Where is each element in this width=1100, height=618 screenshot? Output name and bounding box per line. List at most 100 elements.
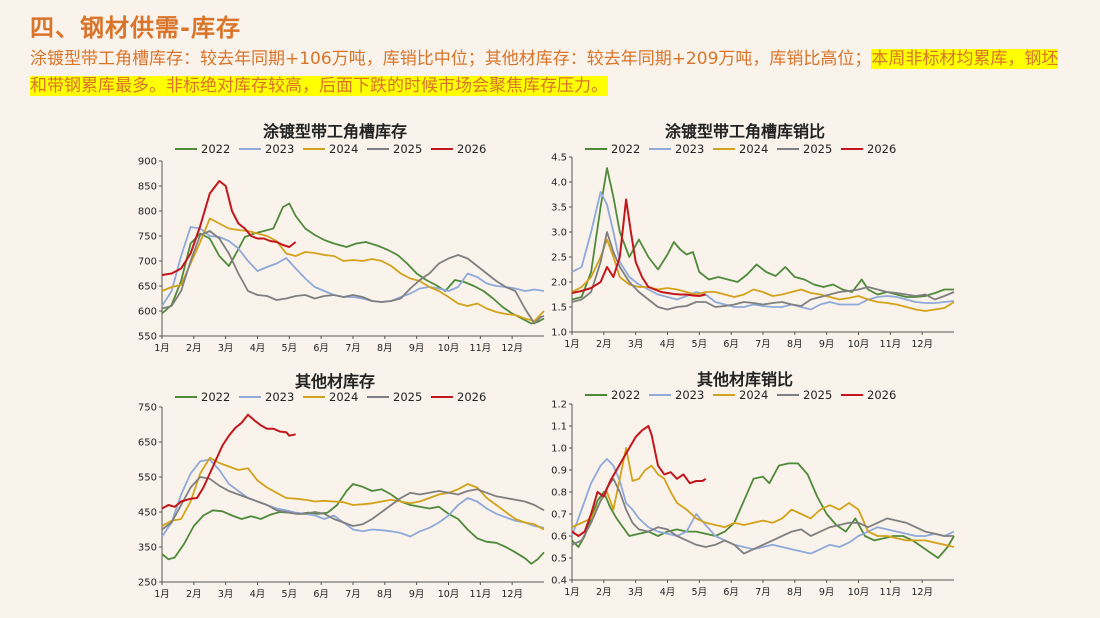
legend-label-2026: 2026 [867,388,896,402]
x-tick-label: 6月 [723,339,739,350]
x-tick-label: 11月 [880,339,902,350]
series-line-2022 [161,483,545,565]
x-tick-label: 4月 [660,587,676,598]
x-tick-label: 2月 [186,343,202,354]
y-tick-label: 0.4 [551,576,567,587]
y-tick-label: 0.9 [551,466,567,477]
y-tick-label: 0.8 [551,488,567,499]
x-tick-label: 12月 [501,589,523,600]
series-line-2026 [161,180,297,276]
x-tick-label: 6月 [313,343,329,354]
x-tick-label: 8月 [377,589,393,600]
y-tick-label: 3.0 [551,228,567,239]
chart-other-inv-sales-ratio: 其他材库销比 2022 2023 2024 2025 2026 0.4 0.5 0.6 0.7 0.… [540,366,970,611]
chart-title: 其他材库存 [295,372,375,391]
page-title: 四、钢材供需-库存 [30,14,241,42]
series-line-2024 [161,217,545,322]
series-line-2025 [161,476,545,531]
x-tick-label: 5月 [282,343,298,354]
x-tick-label: 8月 [787,587,803,598]
x-tick-label: 12月 [911,587,933,598]
chart-other-inventory: 其他材库存 2022 2023 2024 2025 2026 250 350 450 550 650… [130,366,560,611]
chart-svg: 其他材库存 2022 2023 2024 2025 2026 250 350 450 550 650… [138,372,545,600]
legend-label-2022: 2022 [611,388,640,402]
series-line-2022 [571,167,954,301]
y-tick-label: 350 [138,543,157,554]
chart-svg: 其他材库销比 2022 2023 2024 2025 2026 0.4 0.5 0.6 0.7 0.… [551,370,955,598]
x-tick-label: 12月 [501,343,523,354]
y-tick-label: 550 [138,332,157,343]
y-tick-label: 1.0 [551,444,567,455]
series-line-2023 [161,226,545,307]
x-tick-label: 8月 [377,343,393,354]
chart-title: 涂镀型带工角槽库销比 [665,122,825,141]
series-line-2025 [571,231,955,311]
y-tick-label: 750 [138,232,157,243]
x-tick-label: 2月 [596,587,612,598]
y-tick-label: 1.0 [551,328,567,339]
x-tick-label: 9月 [409,343,425,354]
series-line-2022 [161,202,545,325]
series-line-2026 [571,425,707,537]
legend-label-2025: 2025 [803,142,832,156]
legend-label-2024: 2024 [329,390,358,404]
legend-label-2026: 2026 [457,142,486,156]
x-tick-label: 7月 [345,343,361,354]
series-line-2023 [571,458,955,555]
y-tick-label: 2.0 [551,278,567,289]
x-tick-label: 10月 [848,587,870,598]
x-tick-label: 5月 [282,589,298,600]
chart-coated-strip-inventory: 涂镀型带工角槽库存 2022 2023 2024 2025 2026 550 600 650 70… [130,118,560,358]
x-tick-label: 11月 [470,589,492,600]
chart-title: 涂镀型带工角槽库存 [263,122,407,141]
chart-svg: 涂镀型带工角槽库销比 2022 2023 2024 2025 2026 1.0 1.5 2.0 2… [551,122,955,350]
series-line-2025 [571,477,954,555]
series-line-2023 [161,458,545,538]
y-tick-label: 450 [138,508,157,519]
y-tick-label: 0.6 [551,532,567,543]
chart-coated-strip-inv-sales-ratio: 涂镀型带工角槽库销比 2022 2023 2024 2025 2026 1.0 1.5 2.0 2… [540,118,970,358]
x-tick-label: 4月 [250,589,266,600]
legend-label-2023: 2023 [265,142,294,156]
legend-label-2024: 2024 [739,142,768,156]
legend-label-2026: 2026 [867,142,896,156]
series-line-2025 [161,230,545,325]
y-tick-label: 650 [138,438,157,449]
x-tick-label: 11月 [880,587,902,598]
y-tick-label: 0.5 [551,554,567,565]
legend-label-2023: 2023 [265,390,294,404]
x-tick-label: 12月 [911,339,933,350]
y-tick-label: 1.2 [551,400,567,411]
y-tick-label: 0.7 [551,510,567,521]
x-tick-label: 2月 [186,589,202,600]
x-tick-label: 2月 [596,339,612,350]
legend-label-2024: 2024 [739,388,768,402]
x-tick-label: 3月 [218,589,234,600]
y-tick-label: 600 [138,307,157,318]
x-tick-label: 1月 [564,339,580,350]
legend-label-2023: 2023 [675,142,704,156]
chart-svg: 涂镀型带工角槽库存 2022 2023 2024 2025 2026 550 600 650 70… [138,122,545,354]
legend-label-2026: 2026 [457,390,486,404]
legend-label-2022: 2022 [201,142,230,156]
x-tick-label: 4月 [250,343,266,354]
legend-label-2024: 2024 [329,142,358,156]
y-tick-label: 4.5 [551,153,567,164]
x-tick-label: 5月 [692,339,708,350]
x-tick-label: 1月 [154,343,170,354]
x-tick-label: 10月 [438,589,460,600]
x-tick-label: 8月 [787,339,803,350]
x-tick-label: 1月 [564,587,580,598]
x-tick-label: 10月 [848,339,870,350]
x-tick-label: 7月 [755,339,771,350]
x-tick-label: 3月 [628,587,644,598]
x-tick-label: 3月 [218,343,234,354]
series-line-2026 [571,198,706,297]
x-tick-label: 5月 [692,587,708,598]
legend-label-2022: 2022 [201,390,230,404]
x-tick-label: 9月 [819,339,835,350]
y-tick-label: 250 [138,578,157,589]
x-tick-label: 11月 [470,343,492,354]
x-tick-label: 7月 [345,589,361,600]
y-tick-label: 900 [138,157,157,168]
